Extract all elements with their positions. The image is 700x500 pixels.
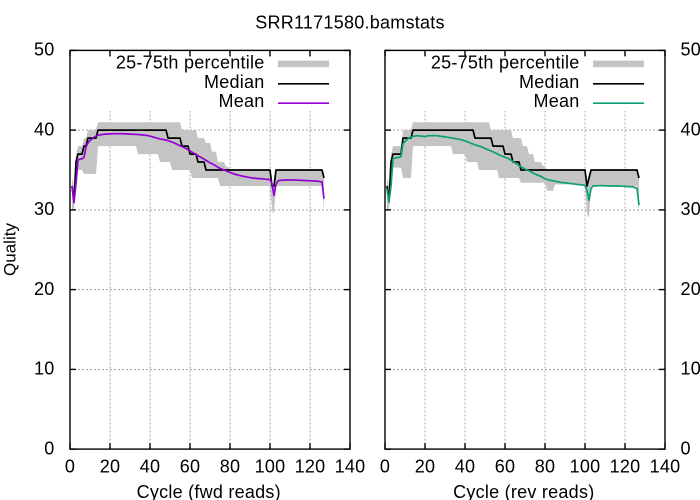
svg-text:0: 0 [681, 438, 691, 458]
svg-text:Cycle (rev reads): Cycle (rev reads) [453, 482, 594, 500]
svg-text:Mean: Mean [533, 91, 579, 111]
svg-text:80: 80 [220, 457, 241, 477]
svg-text:0: 0 [380, 457, 390, 477]
svg-text:Median: Median [204, 72, 265, 92]
svg-text:100: 100 [255, 457, 286, 477]
svg-text:40: 40 [681, 119, 700, 139]
svg-text:140: 140 [335, 457, 366, 477]
svg-text:50: 50 [34, 40, 55, 60]
svg-text:20: 20 [100, 457, 121, 477]
svg-text:30: 30 [681, 199, 700, 219]
svg-text:0: 0 [44, 438, 54, 458]
svg-text:Median: Median [519, 72, 580, 92]
svg-text:10: 10 [34, 359, 55, 379]
svg-text:25-75th percentile: 25-75th percentile [116, 53, 265, 73]
svg-text:20: 20 [415, 457, 436, 477]
svg-text:20: 20 [681, 279, 700, 299]
svg-text:40: 40 [140, 457, 161, 477]
svg-text:120: 120 [295, 457, 326, 477]
svg-text:Quality: Quality [1, 223, 20, 276]
svg-text:10: 10 [681, 359, 700, 379]
svg-text:SRR1171580.bamstats: SRR1171580.bamstats [255, 13, 445, 33]
svg-text:50: 50 [681, 40, 700, 60]
svg-text:40: 40 [34, 119, 55, 139]
svg-text:140: 140 [650, 457, 681, 477]
svg-text:60: 60 [495, 457, 516, 477]
svg-text:Mean: Mean [218, 91, 264, 111]
svg-text:0: 0 [65, 457, 75, 477]
svg-text:40: 40 [455, 457, 476, 477]
svg-text:100: 100 [570, 457, 601, 477]
svg-text:80: 80 [535, 457, 556, 477]
svg-text:25-75th percentile: 25-75th percentile [431, 53, 580, 73]
svg-text:Cycle (fwd reads): Cycle (fwd reads) [137, 482, 281, 500]
svg-text:60: 60 [180, 457, 201, 477]
svg-text:120: 120 [610, 457, 641, 477]
svg-text:30: 30 [34, 199, 55, 219]
svg-text:20: 20 [34, 279, 55, 299]
